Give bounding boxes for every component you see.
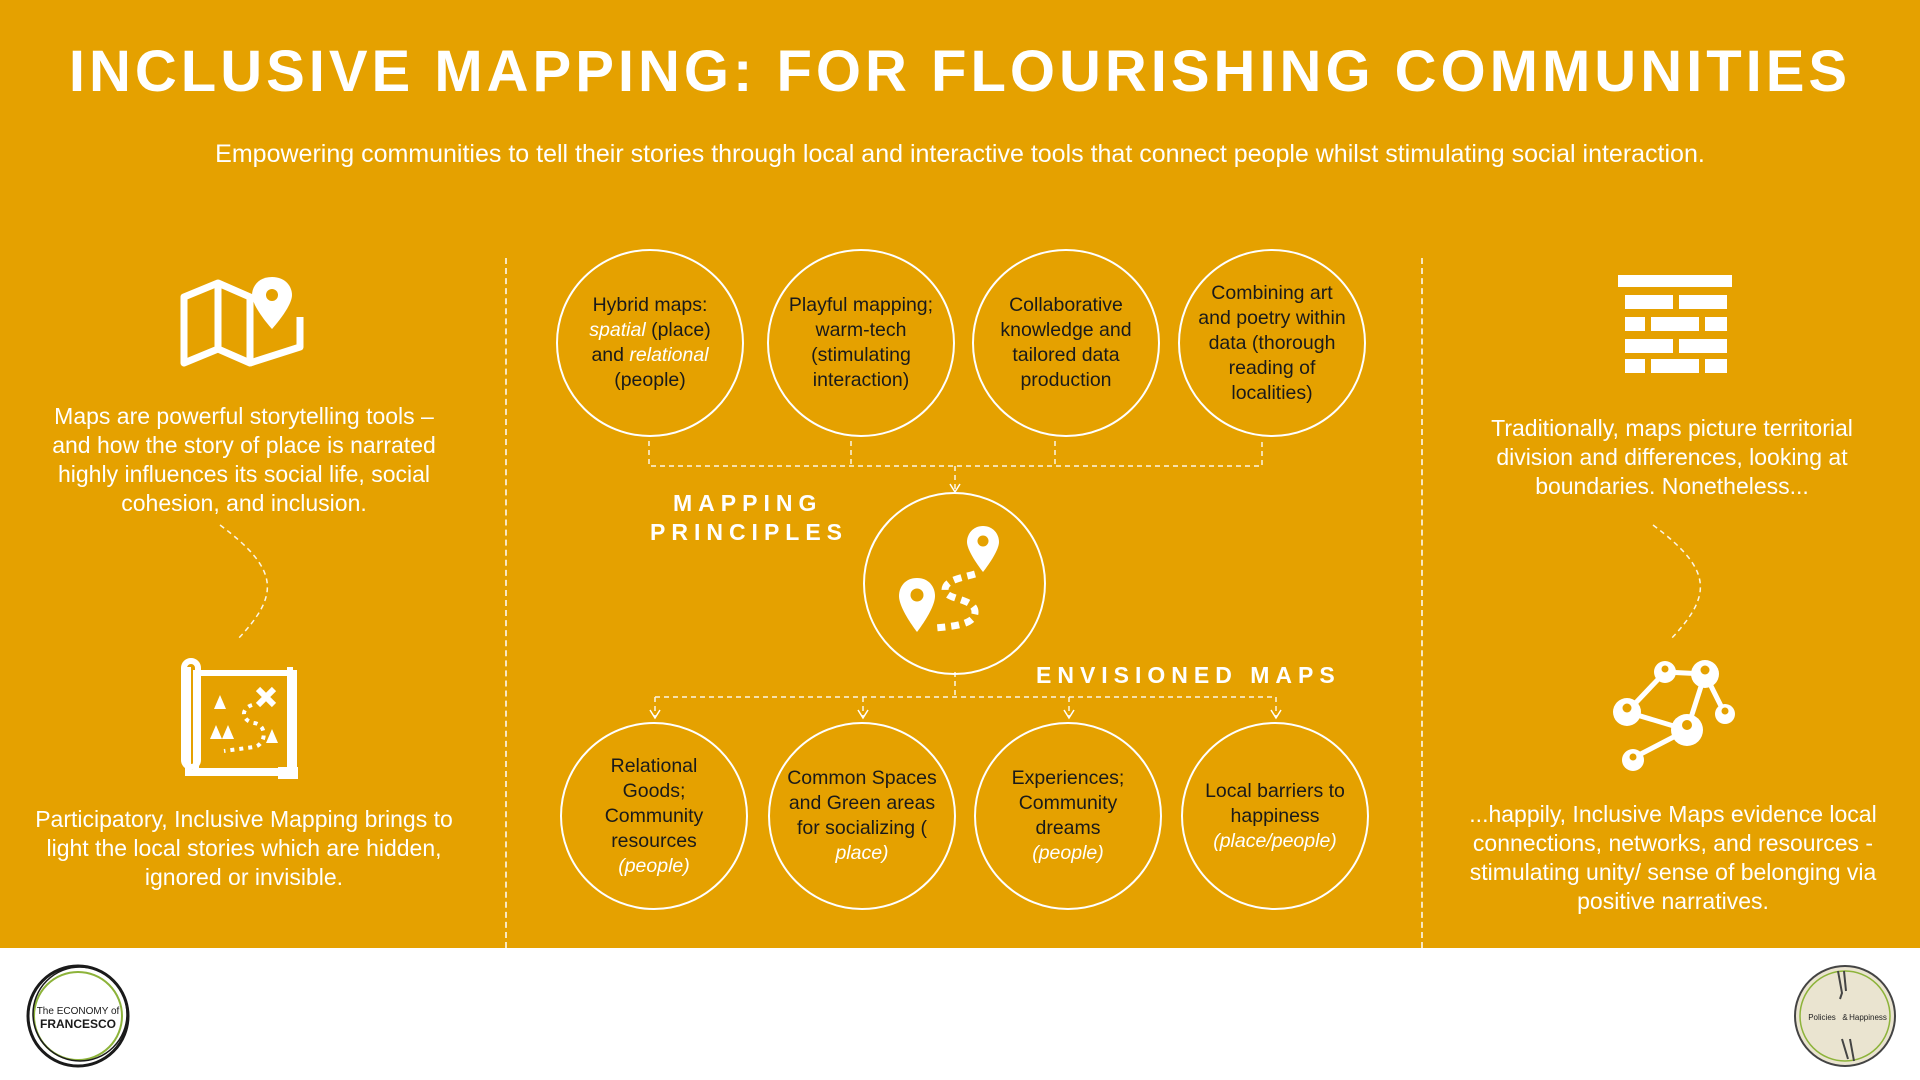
envisioned-subtext: place) <box>835 842 889 864</box>
right-logo-line2: Happiness <box>1849 1013 1887 1022</box>
page-title: INCLUSIVE MAPPING: FOR FLOURISHING COMMU… <box>68 39 1852 104</box>
principle-text: (people) <box>614 369 686 391</box>
right-top-text: Traditionally, maps picture territorial … <box>1491 415 1853 499</box>
principle-text: Hybrid maps: <box>592 294 708 316</box>
principle-circle-playful-mapping: Playful mapping; warm-tech (stimulating … <box>767 249 955 437</box>
left-divider <box>505 258 507 948</box>
economy-of-francesco-logo: The ECONOMY of FRANCESCO <box>26 964 130 1068</box>
right-logo-line1: Policies <box>1808 1013 1836 1022</box>
envisioned-text: Relational Goods; Community resources <box>604 754 704 852</box>
principle-text: Combining art and poetry within data (th… <box>1198 281 1346 404</box>
envisioned-maps-label: ENVISIONED MAPS <box>1036 662 1341 688</box>
envisioned-circle-relational-goods: Relational Goods; Community resources (pe… <box>560 722 748 910</box>
principle-text: (place) and <box>591 319 711 366</box>
left-bottom-text: Participatory, Inclusive Mapping brings … <box>35 806 453 890</box>
envisioned-text: Experiences; Community dreams <box>1011 767 1125 839</box>
principle-emphasis: relational <box>629 344 709 366</box>
left-logo-line1: The ECONOMY of <box>37 1006 120 1017</box>
right-divider <box>1421 258 1423 948</box>
envisioned-circle-experiences: Experiences; Community dreams (people) <box>974 722 1162 910</box>
brick-wall-icon <box>1618 275 1732 373</box>
mapping-principles-label-line1: MAPPING <box>673 490 823 516</box>
route-hub-circle <box>863 492 1046 675</box>
policies-happiness-logo: Policies & Happiness <box>1794 965 1896 1067</box>
envisioned-subtext: (place/people) <box>1213 829 1337 852</box>
left-top-text: Maps are powerful storytelling tools – a… <box>52 403 436 516</box>
envisioned-circle-local-barriers: Local barriers to happiness (place/people… <box>1181 722 1369 910</box>
right-bottom-text: ...happily, Inclusive Maps evidence loca… <box>1469 801 1877 914</box>
left-logo-line2: FRANCESCO <box>40 1017 116 1031</box>
treasure-map-icon <box>181 658 298 779</box>
envisioned-text: Common Spaces and Green areas for social… <box>787 767 937 839</box>
envisioned-subtext: (people) <box>618 854 690 877</box>
principle-circle-art-poetry: Combining art and poetry within data (th… <box>1178 249 1366 437</box>
people-network-icon <box>1613 660 1735 771</box>
page-subtitle: Empowering communities to tell their sto… <box>215 140 1705 168</box>
mapping-principles-label-line2: PRINCIPLES <box>650 519 849 545</box>
right-logo-amp: & <box>1842 1013 1848 1022</box>
folded-map-pin-icon <box>180 277 304 367</box>
principle-circle-hybrid-maps: Hybrid maps: spatial (place) and relatio… <box>556 249 744 437</box>
principle-emphasis: spatial <box>589 319 646 341</box>
principle-circle-collaborative-knowledge: Collaborative knowledge and tailored dat… <box>972 249 1160 437</box>
envisioned-subtext: (people) <box>1032 842 1104 864</box>
envisioned-circle-common-spaces: Common Spaces and Green areas for social… <box>768 722 956 910</box>
route-pins-icon <box>898 525 999 632</box>
principle-text: Playful mapping; warm-tech (stimulating … <box>788 294 934 391</box>
principle-text: Collaborative knowledge and tailored dat… <box>1000 294 1132 391</box>
envisioned-text: Local barriers to happiness <box>1205 779 1345 827</box>
orange-background <box>0 0 1920 948</box>
